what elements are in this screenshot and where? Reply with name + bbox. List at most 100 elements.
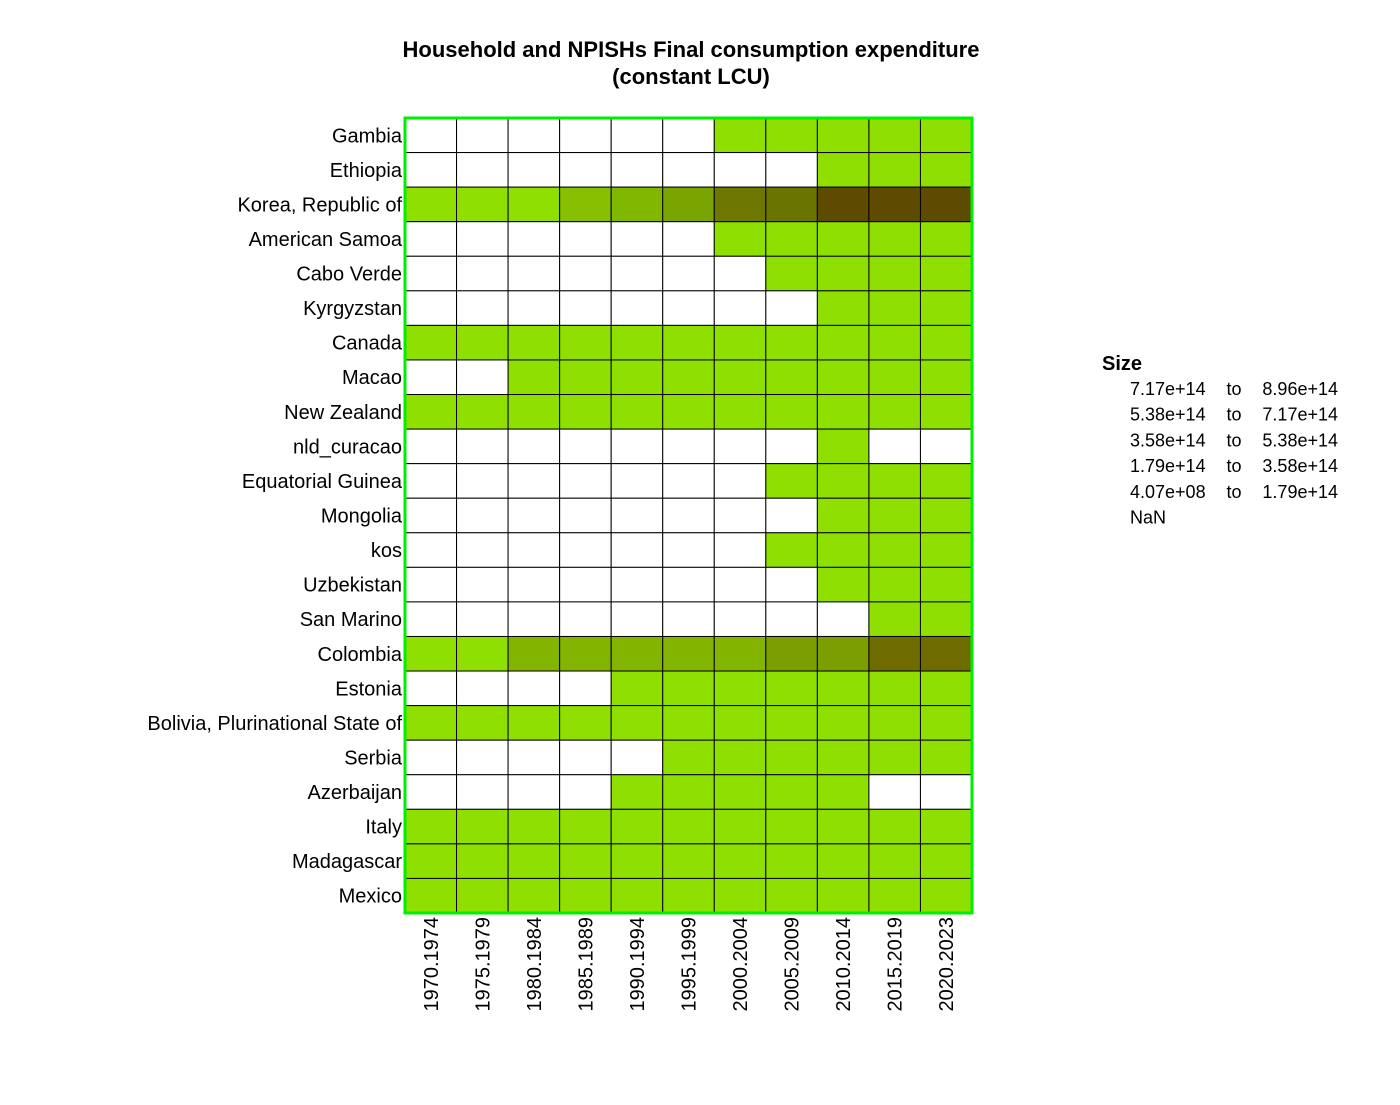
heatmap-cell [919, 601, 973, 637]
heatmap-cell [816, 394, 870, 430]
heatmap-cell [919, 221, 973, 257]
heatmap-cell [816, 532, 870, 568]
heatmap-cell [662, 497, 715, 534]
heatmap-cell [456, 705, 509, 741]
heatmap-cell [816, 705, 870, 741]
heatmap-cell [919, 877, 973, 914]
heatmap-cell [507, 117, 561, 154]
heatmap-cell [868, 463, 921, 499]
heatmap-cell [610, 186, 664, 223]
heatmap-cell [610, 497, 664, 534]
heatmap-cell [662, 532, 715, 568]
heatmap-cell [610, 290, 664, 326]
heatmap-cell [610, 843, 664, 879]
heatmap-cell [559, 877, 612, 914]
heatmap-cell [816, 739, 870, 776]
heatmap-cell [816, 566, 870, 603]
heatmap-cell [713, 324, 767, 361]
heatmap-cell [456, 428, 509, 465]
column-label: 1975.1979 [472, 917, 494, 1012]
row-label: Mexico [339, 886, 402, 908]
heatmap-cell [713, 843, 767, 879]
heatmap-cell [456, 497, 509, 534]
heatmap-cell [765, 635, 818, 672]
heatmap-cell [456, 186, 509, 223]
heatmap-cell [868, 255, 921, 292]
heatmap-cell [456, 324, 509, 361]
heatmap-cell [868, 186, 921, 223]
row-label: Azerbaijan [307, 782, 402, 804]
row-label: Mongolia [321, 506, 403, 528]
heatmap-cell [713, 532, 767, 568]
legend-items: 7.17e+14 to 8.96e+14 5.38e+14 to 7.17e+14 3.58… [1130, 379, 1338, 528]
row-labels: Gambia Ethiopia Korea, Republic of American… [147, 125, 402, 907]
heatmap-cell [868, 808, 921, 845]
heatmap-cell [507, 394, 561, 430]
row-label: American Samoa [249, 229, 403, 251]
heatmap-cell [404, 566, 458, 603]
heatmap-cell [765, 877, 818, 914]
heatmap-cell [868, 601, 921, 637]
heatmap-cell [868, 394, 921, 430]
heatmap-cell [507, 843, 561, 879]
heatmap-cell [610, 117, 664, 154]
heatmap-cell [868, 843, 921, 879]
heatmap-cell [765, 324, 818, 361]
row-label: Kyrgyzstan [303, 298, 402, 320]
heatmap-cell [919, 255, 973, 292]
heatmap-cell [404, 186, 458, 223]
heatmap-cell [456, 670, 509, 707]
heatmap-cell [919, 359, 973, 396]
heatmap-cell [713, 497, 767, 534]
heatmap-cell [507, 601, 561, 637]
row-label: Equatorial Guinea [242, 471, 403, 493]
heatmap-cell [919, 635, 973, 672]
heatmap-cell [713, 359, 767, 396]
heatmap-cell [713, 117, 767, 154]
heatmap-cell [713, 186, 767, 223]
heatmap-cell [868, 117, 921, 154]
heatmap-cell [559, 497, 612, 534]
heatmap-cell [816, 635, 870, 672]
column-label: 2015.2019 [885, 917, 907, 1012]
heatmap-cell [765, 497, 818, 534]
heatmap-cell [456, 152, 509, 188]
heatmap-cell [816, 463, 870, 499]
heatmap-cell [816, 497, 870, 534]
column-label: 1995.1999 [679, 917, 701, 1012]
heatmap-cell [610, 601, 664, 637]
heatmap-cell [713, 290, 767, 326]
heatmap-cell [816, 324, 870, 361]
heatmap-cell [404, 290, 458, 326]
heatmap-cell [816, 221, 870, 257]
heatmap-cell [765, 152, 818, 188]
heatmap-cell [713, 877, 767, 914]
heatmap-cell [919, 117, 973, 154]
heatmap-cell [456, 463, 509, 499]
heatmap-cell [559, 186, 612, 223]
heatmap-cell [404, 635, 458, 672]
heatmap-cell [662, 152, 715, 188]
heatmap-cell [662, 290, 715, 326]
heatmap-cell [816, 117, 870, 154]
heatmap-cell [662, 428, 715, 465]
heatmap-cell [507, 739, 561, 776]
heatmap-cell [559, 394, 612, 430]
heatmap-cell [713, 774, 767, 810]
heatmap-cell [765, 670, 818, 707]
heatmap-cell [662, 255, 715, 292]
row-label: Serbia [344, 747, 403, 769]
heatmap-cell [713, 705, 767, 741]
row-label: Bolivia, Plurinational State of [147, 713, 402, 735]
heatmap-cell [610, 532, 664, 568]
heatmap-cell [404, 739, 458, 776]
heatmap-cell [456, 394, 509, 430]
heatmap-cell [404, 394, 458, 430]
heatmap-cell [765, 117, 818, 154]
heatmap-cell [559, 324, 612, 361]
heatmap-cell [713, 566, 767, 603]
heatmap-cell [404, 843, 458, 879]
row-label: Colombia [318, 644, 403, 666]
